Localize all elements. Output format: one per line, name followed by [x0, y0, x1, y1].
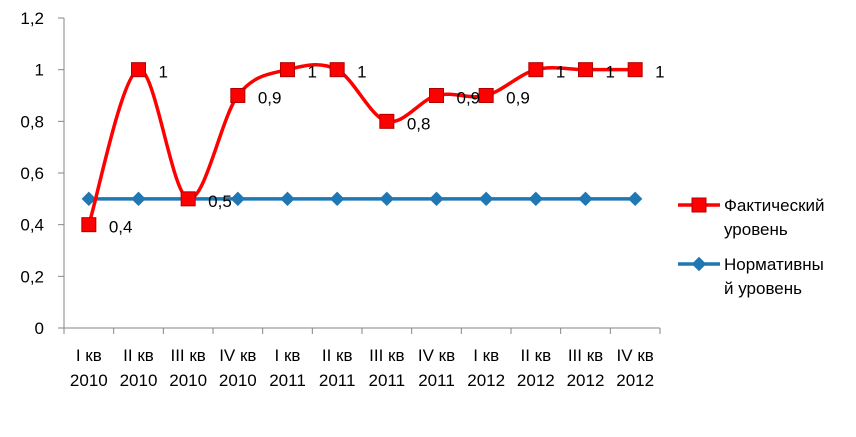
x-tick-label: I кв 2011 [269, 346, 306, 390]
diamond-marker [131, 191, 146, 207]
x-tick-label: IV кв 2011 [418, 346, 455, 390]
legend-label-line: й уровень [724, 279, 802, 298]
x-tick-label: II кв 2010 [120, 346, 158, 390]
square-marker [691, 197, 707, 213]
square-marker [230, 88, 246, 103]
square-marker [81, 217, 97, 233]
y-tick-label: 0,8 [20, 112, 44, 131]
x-tick-label: III кв 2011 [369, 346, 406, 390]
legend: Фактический уровень Нормативны й уровень [678, 196, 825, 298]
x-tick-label-line: IV кв [617, 346, 654, 365]
diamond-marker [379, 191, 395, 207]
diamond-marker [429, 191, 444, 207]
diamond-marker [230, 191, 246, 207]
x-tick-label-line: III кв [170, 346, 205, 365]
data-label: 0,9 [457, 89, 481, 108]
x-tick-label: III кв 2012 [567, 346, 605, 390]
x-tick-label-line: 2012 [517, 371, 555, 390]
square-marker [627, 62, 643, 78]
legend-item: Нормативны й уровень [678, 255, 824, 298]
x-tick-label-line: 2011 [319, 371, 356, 390]
data-label: 0,9 [258, 89, 282, 108]
data-label: 1 [357, 63, 366, 82]
y-tick-label: 0,6 [20, 164, 44, 183]
legend-label-line: уровень [724, 220, 788, 239]
x-tick-label: I кв 2010 [70, 346, 108, 390]
series-0 [81, 62, 643, 233]
x-tick-label: IV кв 2010 [219, 346, 257, 390]
square-marker [528, 62, 544, 78]
y-tick-label: 0 [35, 319, 44, 338]
data-label: 1 [556, 63, 565, 82]
x-tick-label-line: I кв [473, 346, 499, 365]
x-tick-label-line: 2012 [616, 371, 654, 390]
x-tick-label: III кв 2010 [169, 346, 207, 390]
legend-label: Фактический уровень [724, 196, 825, 239]
x-tick-label-line: 2012 [467, 371, 505, 390]
data-label: 0,5 [208, 192, 232, 211]
diamond-marker [329, 191, 345, 207]
series-layer [81, 62, 643, 233]
diamond-marker [280, 191, 295, 207]
diamond-marker [528, 191, 544, 207]
square-marker [478, 88, 494, 103]
x-tick-label: II кв 2012 [517, 346, 555, 390]
x-tick-label-line: IV кв [418, 346, 455, 365]
series-1 [81, 191, 643, 207]
x-tick-label-line: 2011 [369, 371, 406, 390]
x-tick-label-line: 2010 [219, 371, 257, 390]
square-marker [578, 62, 593, 78]
x-tick-label-line: III кв [568, 346, 603, 365]
square-marker [180, 191, 196, 207]
legend-label-line: Нормативны [724, 255, 824, 274]
x-tick-label-line: I кв [275, 346, 301, 365]
x-tick-label: IV кв 2012 [616, 346, 654, 390]
x-tick-label-line: 2010 [70, 371, 108, 390]
x-tick-label-line: 2010 [120, 371, 158, 390]
x-tick-label-line: 2012 [567, 371, 605, 390]
legend-label-line: Фактический [724, 196, 825, 215]
data-label: 0,4 [109, 218, 133, 237]
data-label: 1 [606, 63, 615, 82]
x-tick-label-line: I кв [76, 346, 102, 365]
data-label: 1 [655, 63, 664, 82]
series-line [87, 62, 636, 226]
x-tick-label-line: III кв [369, 346, 404, 365]
x-tick-label-line: 2011 [418, 371, 455, 390]
y-tick-label: 1 [35, 61, 44, 80]
y-tick-label: 0,2 [20, 267, 44, 286]
y-tick-label: 0,4 [20, 216, 44, 235]
diamond-marker [691, 256, 707, 272]
square-marker [429, 88, 444, 103]
square-marker [131, 62, 146, 78]
legend-item: Фактический уровень [678, 196, 825, 239]
x-tick-label-line: 2011 [269, 371, 306, 390]
diamond-marker [478, 191, 494, 207]
x-tick-label: II кв 2011 [319, 346, 356, 390]
data-labels: 0,4 1 0,5 0,9 1 1 0,8 0,9 0,9 1 1 1 [109, 63, 665, 237]
x-tick-label-line: 2010 [169, 371, 207, 390]
square-marker [379, 113, 395, 129]
diamond-marker [627, 191, 643, 207]
x-tick-label-line: II кв [123, 346, 154, 365]
legend-label: Нормативны й уровень [724, 255, 824, 298]
data-label: 0,9 [506, 89, 530, 108]
diamond-marker [81, 191, 97, 207]
square-marker [329, 62, 345, 78]
diamond-marker [578, 191, 593, 207]
x-tick-label: I кв 2012 [467, 346, 505, 390]
x-tick-label-line: IV кв [219, 346, 256, 365]
y-tick-label: 1,2 [20, 9, 44, 28]
data-label: 0,8 [407, 114, 431, 133]
x-tick-label-line: II кв [322, 346, 353, 365]
x-tick-label-line: II кв [521, 346, 552, 365]
data-label: 1 [308, 63, 317, 82]
data-label: 1 [159, 63, 168, 82]
square-marker [280, 62, 295, 78]
